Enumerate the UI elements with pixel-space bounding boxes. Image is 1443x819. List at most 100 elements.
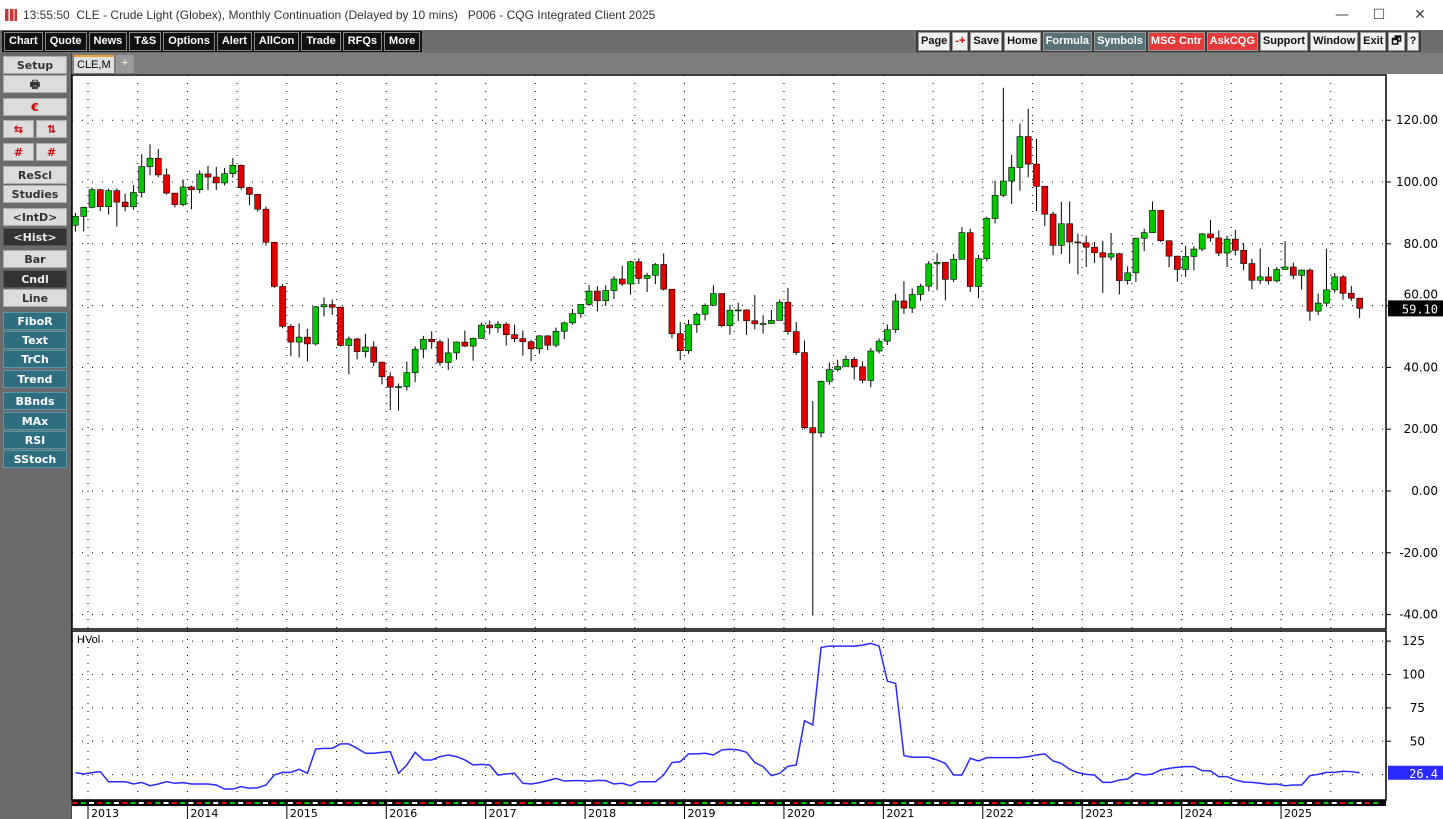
toolbar-home-button[interactable]: Home — [1004, 32, 1041, 51]
month-marker — [818, 802, 824, 804]
hvol-panel[interactable] — [71, 630, 1387, 801]
candle-body — [246, 187, 253, 195]
toolbar-exit-button[interactable]: Exit — [1360, 32, 1387, 51]
month-marker — [586, 802, 592, 804]
setup-button[interactable]: Setup — [3, 56, 67, 74]
toolbar-chart-button[interactable]: Chart — [4, 32, 43, 51]
month-marker — [1182, 802, 1188, 804]
close-icon[interactable]: ✕ — [1414, 6, 1426, 23]
candle-chart-button[interactable]: Cndl — [3, 270, 67, 288]
month-marker — [975, 802, 981, 804]
bar-chart-button[interactable]: Bar — [3, 250, 67, 268]
swap-horizontal-icon[interactable]: ⇆ — [3, 120, 34, 138]
tool-trch[interactable]: TrCh — [3, 350, 67, 368]
month-marker — [180, 802, 186, 804]
candle — [734, 302, 742, 322]
toolbar-window-button[interactable]: Window — [1310, 32, 1359, 51]
candle-body — [933, 262, 941, 265]
intraday-button[interactable]: <IntD> — [3, 208, 67, 226]
toolbar-page-button[interactable]: Page — [918, 32, 951, 51]
line-chart-button[interactable]: Line — [3, 289, 67, 307]
month-marker — [552, 802, 558, 804]
candle — [1223, 235, 1231, 267]
candle-body — [1248, 263, 1256, 281]
toolbar-news-button[interactable]: News — [88, 32, 128, 51]
studies-button[interactable]: Studies — [3, 185, 67, 203]
maximize-icon[interactable]: ☐ — [1372, 6, 1386, 23]
month-marker-strip — [72, 800, 1386, 806]
candle — [320, 297, 328, 317]
toolbar-symbols-button[interactable]: Symbols — [1094, 32, 1146, 51]
add-tab-button[interactable]: + — [116, 55, 134, 73]
month-marker — [229, 802, 235, 804]
toolbar-options-button[interactable]: Options — [163, 32, 215, 51]
candle-body — [337, 306, 344, 346]
hvol-study-label: HVol — [77, 634, 100, 646]
toolbar-ts-button[interactable]: T&S — [129, 32, 162, 51]
tool-text[interactable]: Text — [3, 331, 67, 349]
candle — [154, 148, 162, 178]
grid-horizontal-icon[interactable]: # — [3, 143, 34, 161]
month-marker — [1124, 802, 1130, 804]
tool-fibor[interactable]: FiboR — [3, 312, 67, 330]
candle-body — [925, 263, 933, 287]
toolbar-btn11-button[interactable]: 🗗 — [1388, 32, 1405, 51]
toolbar-btn1-button[interactable]: -+ — [952, 32, 969, 51]
month-marker — [461, 802, 467, 804]
candle — [1091, 241, 1098, 263]
minimize-icon[interactable]: — — [1335, 6, 1349, 23]
toolbar-formula-button[interactable]: Formula — [1042, 32, 1093, 51]
tab-cle-m[interactable]: CLE,M — [74, 55, 114, 73]
month-marker — [387, 802, 393, 804]
study-bbnds[interactable]: BBnds — [3, 392, 67, 410]
toolbar-support-button[interactable]: Support — [1259, 32, 1309, 51]
study-max[interactable]: MAx — [3, 412, 67, 430]
print-icon[interactable]: 🖶 — [3, 75, 67, 93]
month-marker — [760, 802, 766, 804]
rescale-button[interactable]: ReScl — [3, 166, 67, 184]
candle — [229, 158, 237, 178]
month-marker — [329, 802, 335, 804]
toolbar-quote-button[interactable]: Quote — [44, 32, 87, 51]
candle-body — [1273, 269, 1281, 282]
candle-body — [72, 215, 79, 226]
toolbar-save-button[interactable]: Save — [970, 32, 1003, 51]
candle — [1140, 228, 1148, 252]
month-marker — [842, 802, 848, 804]
candle-body — [1356, 297, 1363, 309]
candle-body — [146, 157, 154, 167]
swap-vertical-icon[interactable]: ⇅ — [36, 120, 67, 138]
candle — [933, 253, 941, 291]
grid-vertical-icon[interactable]: # — [36, 143, 67, 161]
cqg-icon[interactable]: € — [3, 98, 67, 116]
candle — [262, 206, 270, 246]
year-label: 2020 — [787, 807, 815, 819]
candle-body — [1140, 232, 1148, 239]
historical-button[interactable]: <Hist> — [3, 228, 67, 246]
candle — [88, 187, 96, 209]
y-tick-label: -20.00 — [1399, 546, 1438, 560]
study-sstoch[interactable]: SStoch — [3, 450, 67, 468]
toolbar-askcqg-button[interactable]: AskCQG — [1206, 32, 1258, 51]
month-marker — [958, 802, 964, 804]
toolbar-msgcntr-button[interactable]: MSG Cntr — [1147, 32, 1205, 51]
candle — [411, 346, 419, 383]
toolbar-rfqs-button[interactable]: RFQs — [342, 32, 383, 51]
month-marker — [1348, 802, 1354, 804]
price-scale[interactable] — [1387, 75, 1443, 819]
tool-trend[interactable]: Trend — [3, 370, 67, 388]
toolbar-more-button[interactable]: More — [384, 32, 421, 51]
year-label: 2018 — [588, 807, 616, 819]
candle — [552, 327, 560, 348]
month-marker — [1207, 802, 1213, 804]
toolbar-trade-button[interactable]: Trade — [301, 32, 341, 51]
price-panel[interactable] — [71, 74, 1387, 630]
month-marker — [983, 802, 989, 804]
toolbar-allcon-button[interactable]: AllCon — [253, 32, 300, 51]
candle — [1232, 229, 1239, 256]
candle-body — [751, 320, 759, 325]
toolbar-alert-button[interactable]: Alert — [216, 32, 252, 51]
toolbar-btn12-button[interactable]: ? — [1406, 32, 1420, 51]
study-rsi[interactable]: RSI — [3, 431, 67, 449]
